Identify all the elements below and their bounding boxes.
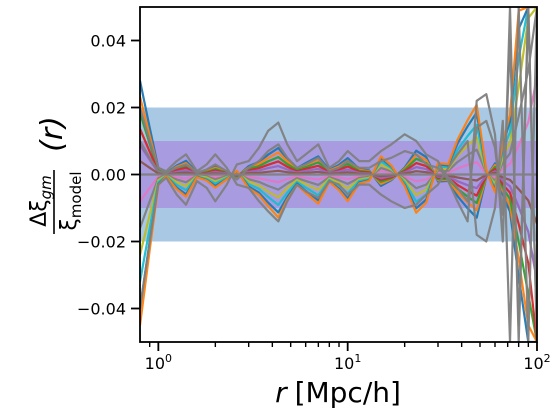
outlier-line-0 [140,7,537,342]
outlier-line-1 [140,7,537,342]
y-tick-label: −0.04 [77,300,126,319]
y-tick-label: −0.02 [77,233,126,252]
outlier-line-2 [140,7,537,342]
y-axis: −0.04 −0.02 0.00 0.02 0.04 [77,32,140,319]
y-label-suffix: (r) [35,116,70,152]
x-tick-label: 101 [334,352,361,373]
y-tick-label: 0.02 [90,99,126,118]
x-axis-label-var: r [275,376,288,409]
y-label-denominator: ξmodel [57,172,85,231]
y-tick-label: 0.04 [90,32,126,51]
x-axis-label-unit: [Mpc/h] [295,376,401,409]
y-label-denominator-sub: model [67,172,85,219]
y-label-denominator-symbol: ξ [57,218,82,230]
series-lines [140,7,537,342]
x-tick-label: 102 [523,352,550,373]
y-label-numerator-symbol: Δξ [27,199,52,226]
series-line-8 [140,7,537,256]
x-tick-label: 100 [145,352,172,373]
y-label-numerator: Δξgm [27,175,55,226]
y-tick-label: 0.00 [90,166,126,185]
x-axis: 100 101 102 [145,342,551,373]
y-axis-label: Δξgm ξmodel (r) [27,116,85,234]
x-axis-label: r [Mpc/h] [275,376,401,409]
y-label-numerator-sub: gm [37,175,55,199]
